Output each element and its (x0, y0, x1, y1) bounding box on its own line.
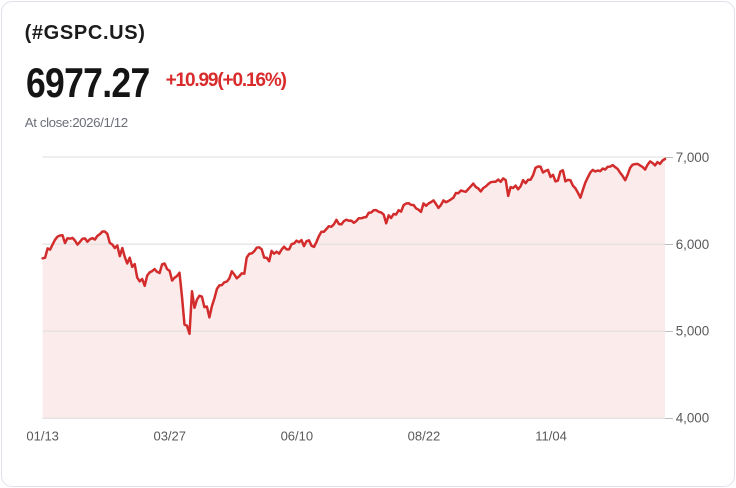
svg-text:7,000: 7,000 (676, 150, 710, 165)
svg-text:4,000: 4,000 (676, 410, 710, 425)
svg-text:03/27: 03/27 (153, 428, 186, 443)
svg-text:08/22: 08/22 (408, 428, 441, 443)
svg-text:06/10: 06/10 (281, 428, 314, 443)
svg-text:01/13: 01/13 (26, 428, 59, 443)
svg-text:11/04: 11/04 (535, 428, 567, 443)
svg-text:6,000: 6,000 (676, 237, 710, 252)
svg-text:5,000: 5,000 (676, 324, 710, 339)
